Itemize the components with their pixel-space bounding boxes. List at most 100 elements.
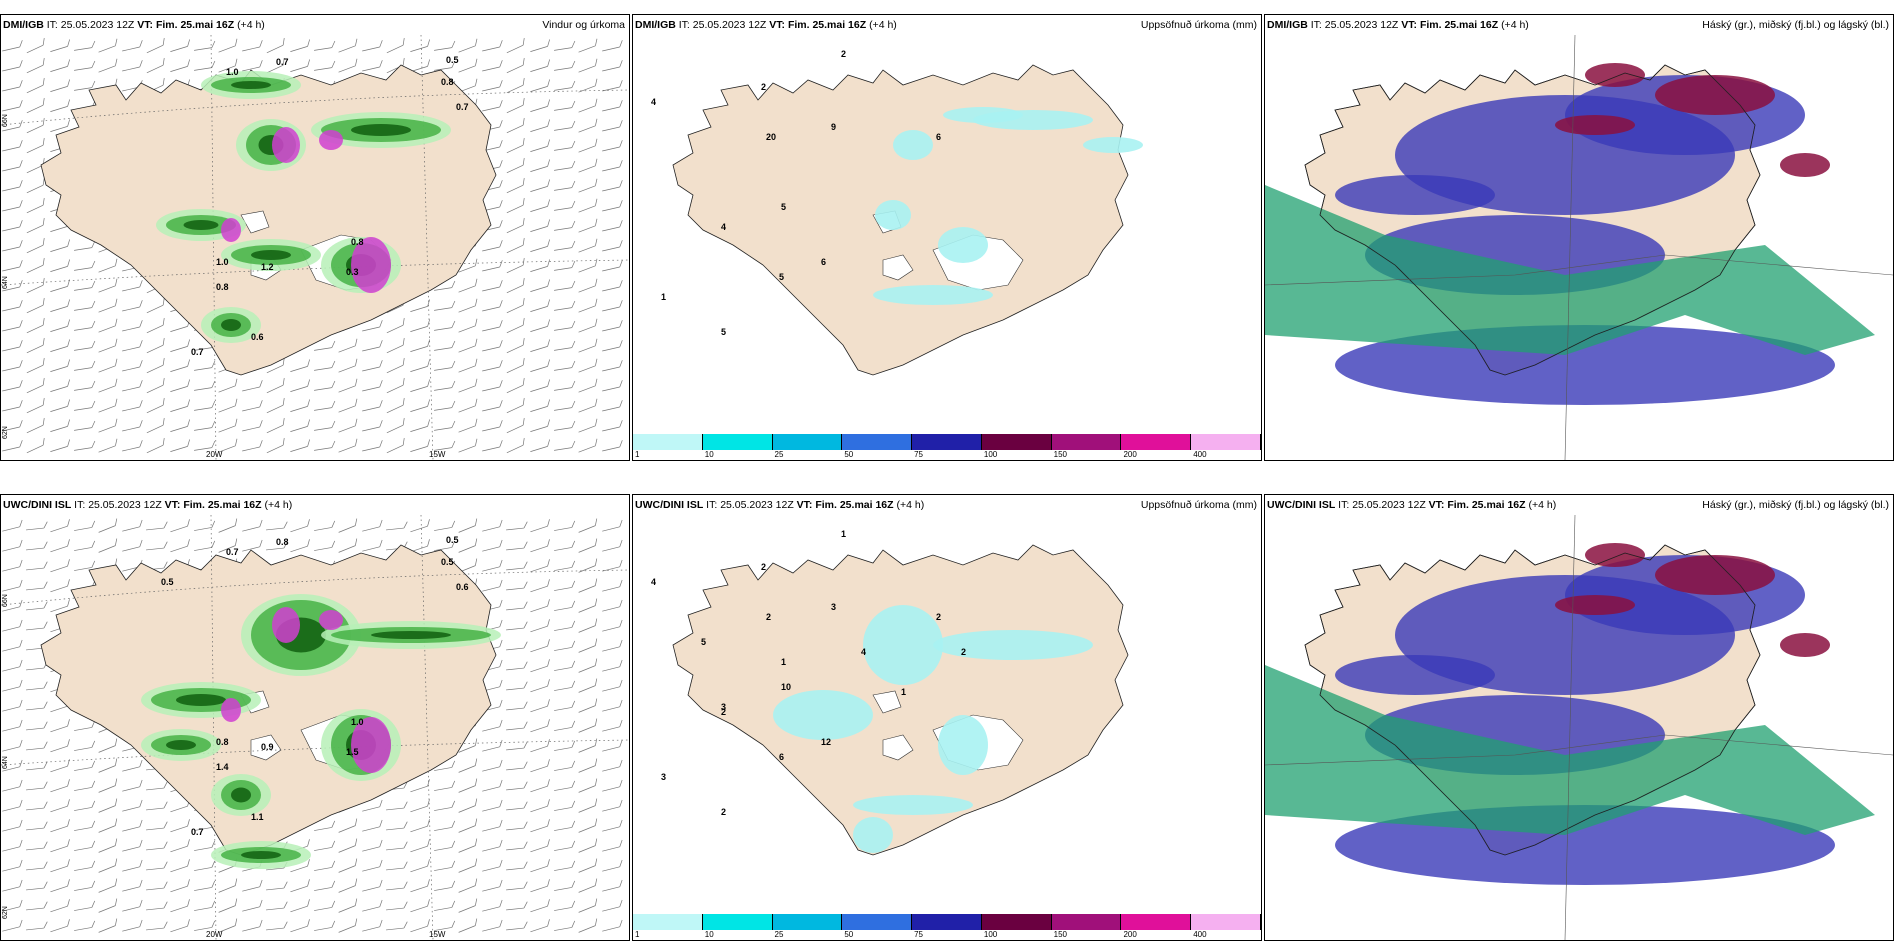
wind-barb bbox=[2, 779, 23, 792]
precip-area bbox=[251, 250, 291, 260]
wind-barb bbox=[122, 859, 143, 872]
wind-barb bbox=[314, 860, 336, 871]
wind-barb bbox=[26, 741, 48, 751]
wind-barb bbox=[506, 681, 528, 691]
valid-time: Fim. 25.mai 16Z bbox=[183, 499, 262, 511]
wind-barb bbox=[122, 380, 143, 392]
wind-barb bbox=[506, 378, 525, 394]
wind-barb bbox=[602, 679, 623, 692]
panel-header: UWC/DINI ISL IT: 25.05.2023 12Z VT: Fim.… bbox=[1267, 499, 1556, 511]
init-label: IT: bbox=[46, 19, 58, 31]
accum-value: 4 bbox=[651, 577, 656, 587]
wind-barb bbox=[602, 140, 623, 152]
wind-barb bbox=[554, 100, 576, 111]
colorbar-label: 50 bbox=[844, 930, 854, 939]
longitude-line bbox=[210, 35, 217, 460]
glacier-3 bbox=[240, 210, 270, 234]
wind-barb bbox=[2, 200, 23, 212]
wind-barb bbox=[98, 818, 118, 833]
wind-barb bbox=[74, 420, 96, 431]
wind-barb bbox=[26, 601, 48, 611]
wind-barb bbox=[362, 799, 383, 812]
accum-value: 2 bbox=[761, 82, 766, 92]
wind-barb bbox=[362, 839, 383, 852]
high-cloud-area bbox=[1585, 543, 1645, 567]
wind-barb bbox=[290, 359, 311, 372]
wind-barb bbox=[482, 360, 503, 372]
wind-barb bbox=[74, 40, 96, 51]
wind-barb bbox=[26, 661, 48, 671]
wind-barb bbox=[410, 519, 430, 533]
wind-barb bbox=[50, 399, 71, 412]
wind-barb bbox=[266, 378, 285, 394]
wind-barb bbox=[530, 779, 550, 793]
wind-barb bbox=[50, 99, 71, 112]
colorbar-label: 25 bbox=[774, 450, 784, 459]
wind-barb bbox=[410, 399, 431, 412]
wind-barb bbox=[170, 519, 190, 533]
wind-barb bbox=[266, 38, 285, 54]
wind-barb bbox=[530, 59, 551, 72]
wind-barb bbox=[578, 118, 598, 133]
wind-barb bbox=[458, 318, 478, 333]
wind-barb bbox=[434, 60, 456, 71]
wind-barb bbox=[338, 378, 358, 393]
wind-barb bbox=[434, 520, 456, 531]
valid-time: Fim. 25.mai 16Z bbox=[1447, 499, 1526, 511]
wind-barb bbox=[482, 280, 503, 292]
wind-barb bbox=[218, 418, 238, 433]
wind-barb bbox=[146, 398, 165, 414]
wind-barb bbox=[554, 180, 576, 191]
wind-barb bbox=[290, 379, 311, 392]
wind-barb bbox=[26, 338, 45, 354]
wind-barb bbox=[50, 519, 70, 533]
low-cloud-area bbox=[1265, 185, 1875, 355]
wind-barb bbox=[26, 138, 45, 154]
accum-value: 4 bbox=[861, 647, 866, 657]
wind-barb bbox=[506, 298, 525, 314]
wind-barb bbox=[506, 398, 525, 414]
wind-barb bbox=[482, 40, 503, 52]
wind-barb bbox=[410, 899, 430, 913]
precip-value: 0.5 bbox=[446, 55, 459, 65]
wind-barb bbox=[170, 859, 190, 873]
wind-barb bbox=[554, 740, 576, 751]
precip-value: 1.1 bbox=[251, 812, 264, 822]
wind-barb bbox=[602, 699, 623, 712]
wind-barb bbox=[602, 799, 623, 812]
map-canvas: 1.0 0.7 0.5 0.7 1.0 0.7 0.8 0.8 1.2 0.6 0.8 0.3 20W 1… bbox=[1, 35, 629, 460]
wind-barb bbox=[386, 881, 408, 891]
wind-barb bbox=[146, 841, 168, 851]
precip-heavy bbox=[351, 717, 391, 773]
wind-barb bbox=[50, 419, 71, 432]
wind-barb bbox=[554, 580, 576, 591]
wind-barb bbox=[362, 440, 383, 452]
wind-barb bbox=[338, 818, 358, 833]
wind-barb bbox=[530, 699, 550, 713]
wind-barb bbox=[2, 360, 23, 372]
wind-barb bbox=[434, 420, 456, 431]
model-name: UWC/DINI ISL bbox=[635, 499, 704, 511]
wind-barb bbox=[554, 320, 576, 331]
wind-barb bbox=[50, 599, 70, 613]
colorbar-label: 1 bbox=[635, 450, 640, 459]
wind-barb bbox=[122, 440, 143, 452]
map-panel-accum: UWC/DINI ISL IT: 25.05.2023 12Z VT: Fim.… bbox=[632, 494, 1262, 941]
wind-barb bbox=[338, 398, 358, 413]
model-name: UWC/DINI ISL bbox=[1267, 499, 1336, 511]
wind-barb bbox=[482, 400, 503, 412]
valid-label: VT: bbox=[1428, 499, 1445, 511]
accum-value: 3 bbox=[661, 772, 666, 782]
wind-barb bbox=[26, 721, 48, 731]
coastline bbox=[1304, 64, 1761, 376]
wind-barb bbox=[50, 379, 71, 392]
wind-barb bbox=[506, 821, 528, 831]
wind-barb bbox=[26, 298, 45, 314]
wind-barb bbox=[506, 258, 525, 274]
wind-barb bbox=[578, 538, 598, 553]
wind-barb bbox=[242, 420, 263, 432]
wind-barb bbox=[122, 919, 143, 932]
wind-barb bbox=[98, 738, 118, 753]
wind-barb bbox=[242, 440, 263, 452]
wind-barb bbox=[602, 759, 623, 772]
